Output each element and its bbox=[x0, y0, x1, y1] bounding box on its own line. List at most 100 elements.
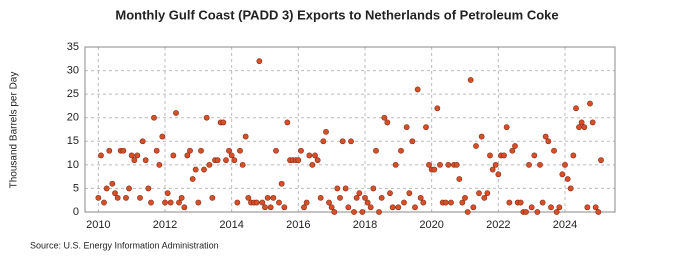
data-point bbox=[223, 157, 229, 164]
data-point bbox=[384, 119, 391, 126]
data-point bbox=[170, 152, 177, 159]
data-point bbox=[362, 194, 368, 201]
data-point bbox=[237, 147, 243, 154]
data-point bbox=[203, 114, 210, 121]
data-point bbox=[403, 124, 410, 131]
data-point bbox=[359, 209, 366, 215]
data-point bbox=[567, 185, 574, 192]
data-point bbox=[98, 152, 104, 159]
data-point bbox=[231, 157, 238, 164]
data-point bbox=[348, 138, 354, 145]
data-point bbox=[153, 147, 160, 154]
data-point bbox=[181, 204, 188, 211]
data-point bbox=[376, 209, 382, 215]
data-point bbox=[373, 147, 379, 154]
data-point bbox=[184, 152, 191, 159]
data-point bbox=[398, 147, 404, 154]
data-point bbox=[406, 190, 413, 197]
data-point bbox=[370, 185, 377, 192]
data-point bbox=[509, 147, 516, 154]
data-point bbox=[334, 185, 341, 192]
data-point bbox=[464, 209, 471, 215]
data-point bbox=[259, 199, 266, 206]
data-point bbox=[342, 185, 349, 192]
y-tick-label: 5 bbox=[73, 182, 79, 194]
data-point bbox=[545, 138, 552, 145]
data-point bbox=[584, 204, 591, 211]
data-point bbox=[431, 166, 438, 173]
x-tick-label: 2010 bbox=[86, 219, 110, 231]
source-note: Source: U.S. Energy Information Administ… bbox=[30, 240, 219, 250]
data-point bbox=[239, 161, 246, 168]
data-point bbox=[528, 204, 535, 211]
data-point bbox=[401, 199, 407, 206]
data-point bbox=[495, 171, 502, 178]
data-point bbox=[112, 190, 118, 197]
data-point bbox=[106, 147, 113, 154]
chart-title: Monthly Gulf Coast (PADD 3) Exports to N… bbox=[115, 7, 558, 22]
data-point bbox=[192, 166, 199, 173]
data-point bbox=[159, 133, 166, 140]
data-point bbox=[378, 194, 385, 201]
data-point bbox=[317, 194, 324, 201]
data-point bbox=[478, 133, 485, 140]
data-point bbox=[326, 199, 332, 206]
data-point bbox=[245, 194, 252, 201]
data-point bbox=[295, 157, 302, 164]
data-point bbox=[281, 204, 288, 211]
data-point bbox=[420, 199, 427, 206]
data-point bbox=[534, 209, 541, 215]
data-point bbox=[101, 199, 107, 206]
data-point bbox=[381, 114, 388, 121]
data-point bbox=[351, 209, 357, 215]
data-point bbox=[492, 161, 499, 168]
data-point bbox=[392, 161, 399, 168]
data-point bbox=[578, 119, 585, 126]
y-tick-label: 0 bbox=[73, 206, 79, 218]
data-point bbox=[353, 194, 360, 201]
data-point bbox=[559, 171, 566, 178]
data-point bbox=[506, 199, 513, 206]
x-tick-label: 2022 bbox=[486, 219, 510, 231]
data-point bbox=[551, 147, 557, 154]
data-point bbox=[487, 152, 493, 159]
data-point bbox=[209, 194, 216, 201]
data-point bbox=[278, 180, 285, 187]
data-point bbox=[114, 194, 121, 201]
data-point bbox=[423, 124, 429, 131]
data-point bbox=[262, 204, 268, 211]
y-tick-label: 25 bbox=[67, 88, 79, 100]
data-point bbox=[448, 199, 454, 206]
data-point bbox=[462, 194, 468, 201]
data-point bbox=[526, 161, 532, 168]
data-point bbox=[187, 147, 193, 154]
data-point bbox=[306, 152, 313, 159]
data-point bbox=[548, 204, 554, 211]
data-point bbox=[367, 204, 374, 211]
x-tick-label: 2016 bbox=[286, 219, 310, 231]
plot-frame bbox=[84, 46, 616, 213]
data-point bbox=[576, 124, 582, 131]
data-point bbox=[409, 138, 416, 145]
data-point bbox=[470, 204, 477, 211]
data-point bbox=[264, 194, 271, 201]
data-point bbox=[331, 209, 338, 215]
data-point bbox=[562, 161, 568, 168]
data-point bbox=[312, 152, 318, 159]
data-point bbox=[573, 105, 579, 112]
data-point bbox=[364, 199, 371, 206]
y-tick-label: 15 bbox=[67, 135, 79, 147]
data-point bbox=[167, 199, 174, 206]
data-point bbox=[103, 185, 110, 192]
x-tick-label: 2024 bbox=[553, 219, 577, 231]
data-point bbox=[442, 199, 449, 206]
data-point bbox=[345, 204, 352, 211]
data-point bbox=[314, 157, 321, 164]
data-point bbox=[123, 194, 129, 201]
data-point bbox=[128, 152, 135, 159]
data-point bbox=[459, 199, 466, 206]
x-tick-label: 2014 bbox=[219, 219, 243, 231]
data-point bbox=[589, 119, 596, 126]
data-point bbox=[581, 124, 588, 131]
data-point bbox=[220, 119, 227, 126]
